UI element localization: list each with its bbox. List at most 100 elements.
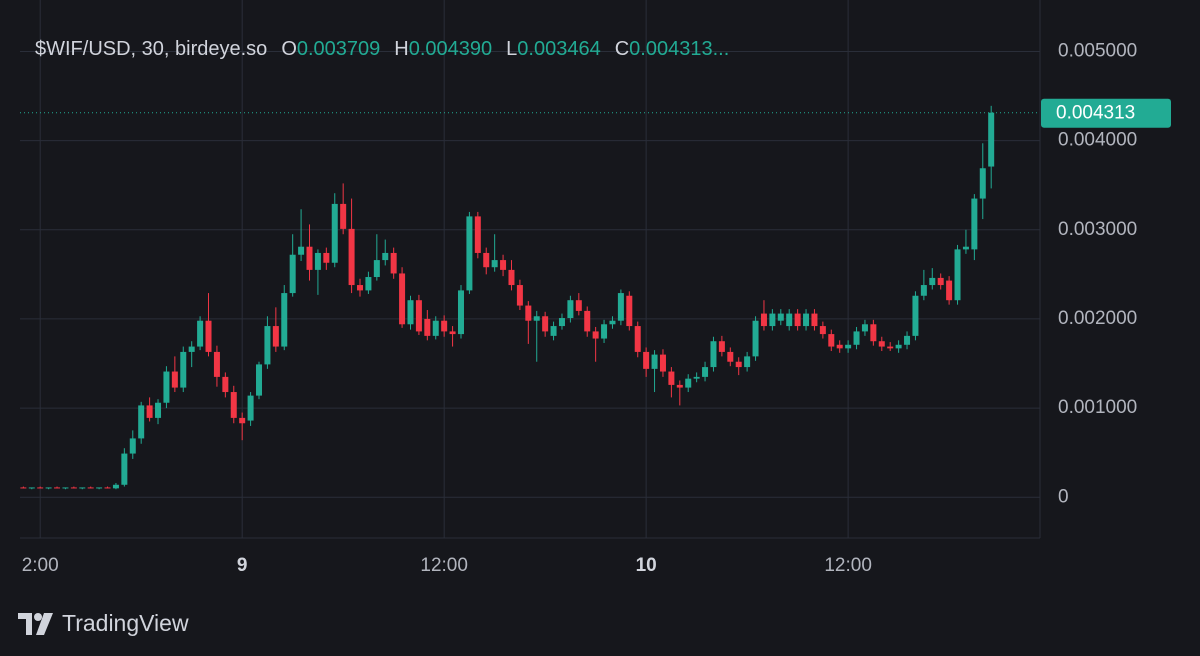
candle-body — [803, 313, 810, 327]
last-price-badge — [1041, 98, 1171, 128]
candle-body — [659, 354, 666, 372]
candle-body — [693, 376, 700, 379]
candle-body — [626, 295, 633, 327]
candle-body — [407, 300, 414, 325]
candle-body — [769, 313, 776, 327]
candle-body — [584, 310, 591, 332]
x-tick-label: 2:00 — [22, 555, 59, 576]
candle-body — [272, 326, 279, 347]
logo-dot — [34, 613, 42, 621]
candle-body — [668, 371, 675, 385]
candle-body — [28, 487, 35, 489]
close-value: 0.004313... — [629, 38, 729, 60]
candle-body — [904, 335, 911, 345]
candle-body — [163, 371, 170, 403]
candle-body — [592, 331, 599, 339]
candle-body — [483, 252, 490, 268]
candle-body — [828, 334, 835, 347]
candle-body — [979, 168, 986, 199]
candle-body — [171, 371, 178, 388]
candle-body — [323, 252, 330, 263]
candle-body — [929, 277, 936, 286]
candle-body — [289, 254, 296, 294]
candle-body — [37, 487, 44, 489]
symbol: $WIF/USD, 30, birdeye.so — [35, 38, 267, 60]
logo — [18, 613, 53, 635]
candle-body — [718, 341, 725, 352]
candle-body — [230, 392, 237, 418]
candle-body — [912, 295, 919, 336]
candle-body — [340, 203, 347, 229]
candle-body — [542, 316, 549, 332]
candle-body — [617, 293, 624, 321]
high-label: H — [394, 38, 408, 60]
candle-body — [357, 285, 363, 291]
candle-body — [685, 378, 692, 388]
candle-body — [222, 376, 229, 393]
low-value: 0.003464 — [517, 38, 600, 60]
candle-body — [146, 405, 153, 418]
candle-body — [138, 405, 145, 439]
candle-body — [533, 316, 540, 321]
candle-body — [491, 260, 498, 268]
candle-body — [466, 216, 473, 291]
candle-body — [96, 487, 103, 489]
candle-body — [946, 280, 953, 301]
candle-body — [314, 252, 321, 270]
candle-body — [70, 487, 77, 489]
candle-body — [643, 351, 650, 369]
candle-body — [188, 346, 195, 352]
candle-body — [112, 484, 119, 489]
candle-body — [298, 246, 305, 255]
candle-body — [760, 313, 767, 327]
candle-body — [651, 354, 658, 369]
candle-body — [870, 324, 877, 342]
candle-body — [634, 326, 641, 352]
candle-body — [525, 305, 532, 321]
candle-body — [861, 324, 868, 332]
x-tick-label: 12:00 — [420, 555, 468, 576]
open-label: O — [281, 38, 297, 60]
candle-body — [432, 320, 439, 336]
candle-body — [920, 285, 927, 296]
y-tick-label: 0.001000 — [1058, 397, 1137, 418]
candle-body — [45, 487, 52, 489]
candle-body — [104, 487, 111, 489]
candle-body — [962, 246, 969, 250]
candle-body — [239, 417, 246, 424]
y-tick-label: 0.002000 — [1058, 308, 1137, 329]
candle-body — [735, 361, 742, 368]
candle-body — [516, 285, 523, 306]
candle-body — [474, 216, 481, 253]
candle-body — [702, 367, 709, 377]
legend-header: $WIF/USD, 30, birdeye.so O0.003709 H0.0043… — [35, 38, 729, 60]
candle-body — [331, 203, 338, 263]
candle-body — [197, 320, 204, 347]
logo-slash — [36, 613, 53, 635]
candle-body — [121, 453, 128, 485]
plot-area — [20, 105, 1040, 490]
candle-body — [567, 300, 574, 319]
high-value: 0.004390 — [409, 38, 492, 60]
candle-body — [811, 313, 818, 327]
candle-body — [415, 300, 422, 332]
candle-body — [727, 351, 734, 362]
candle-body — [348, 228, 355, 286]
candle-body — [382, 252, 389, 261]
candle-body — [457, 290, 464, 335]
y-tick-label: 0.004000 — [1058, 130, 1137, 151]
candle-body — [20, 487, 27, 489]
candle-body — [710, 341, 717, 368]
candle-body — [500, 260, 507, 270]
x-tick-label: 9 — [237, 555, 248, 576]
candle-body — [752, 320, 759, 357]
candle-body — [609, 320, 616, 325]
candle-body — [601, 324, 608, 339]
candle-body — [247, 395, 254, 421]
candle-body — [786, 313, 793, 327]
candle-body — [256, 364, 263, 396]
candle-body — [281, 293, 288, 347]
brand-name: TradingView — [62, 610, 189, 636]
x-tick-label: 12:00 — [824, 555, 872, 576]
